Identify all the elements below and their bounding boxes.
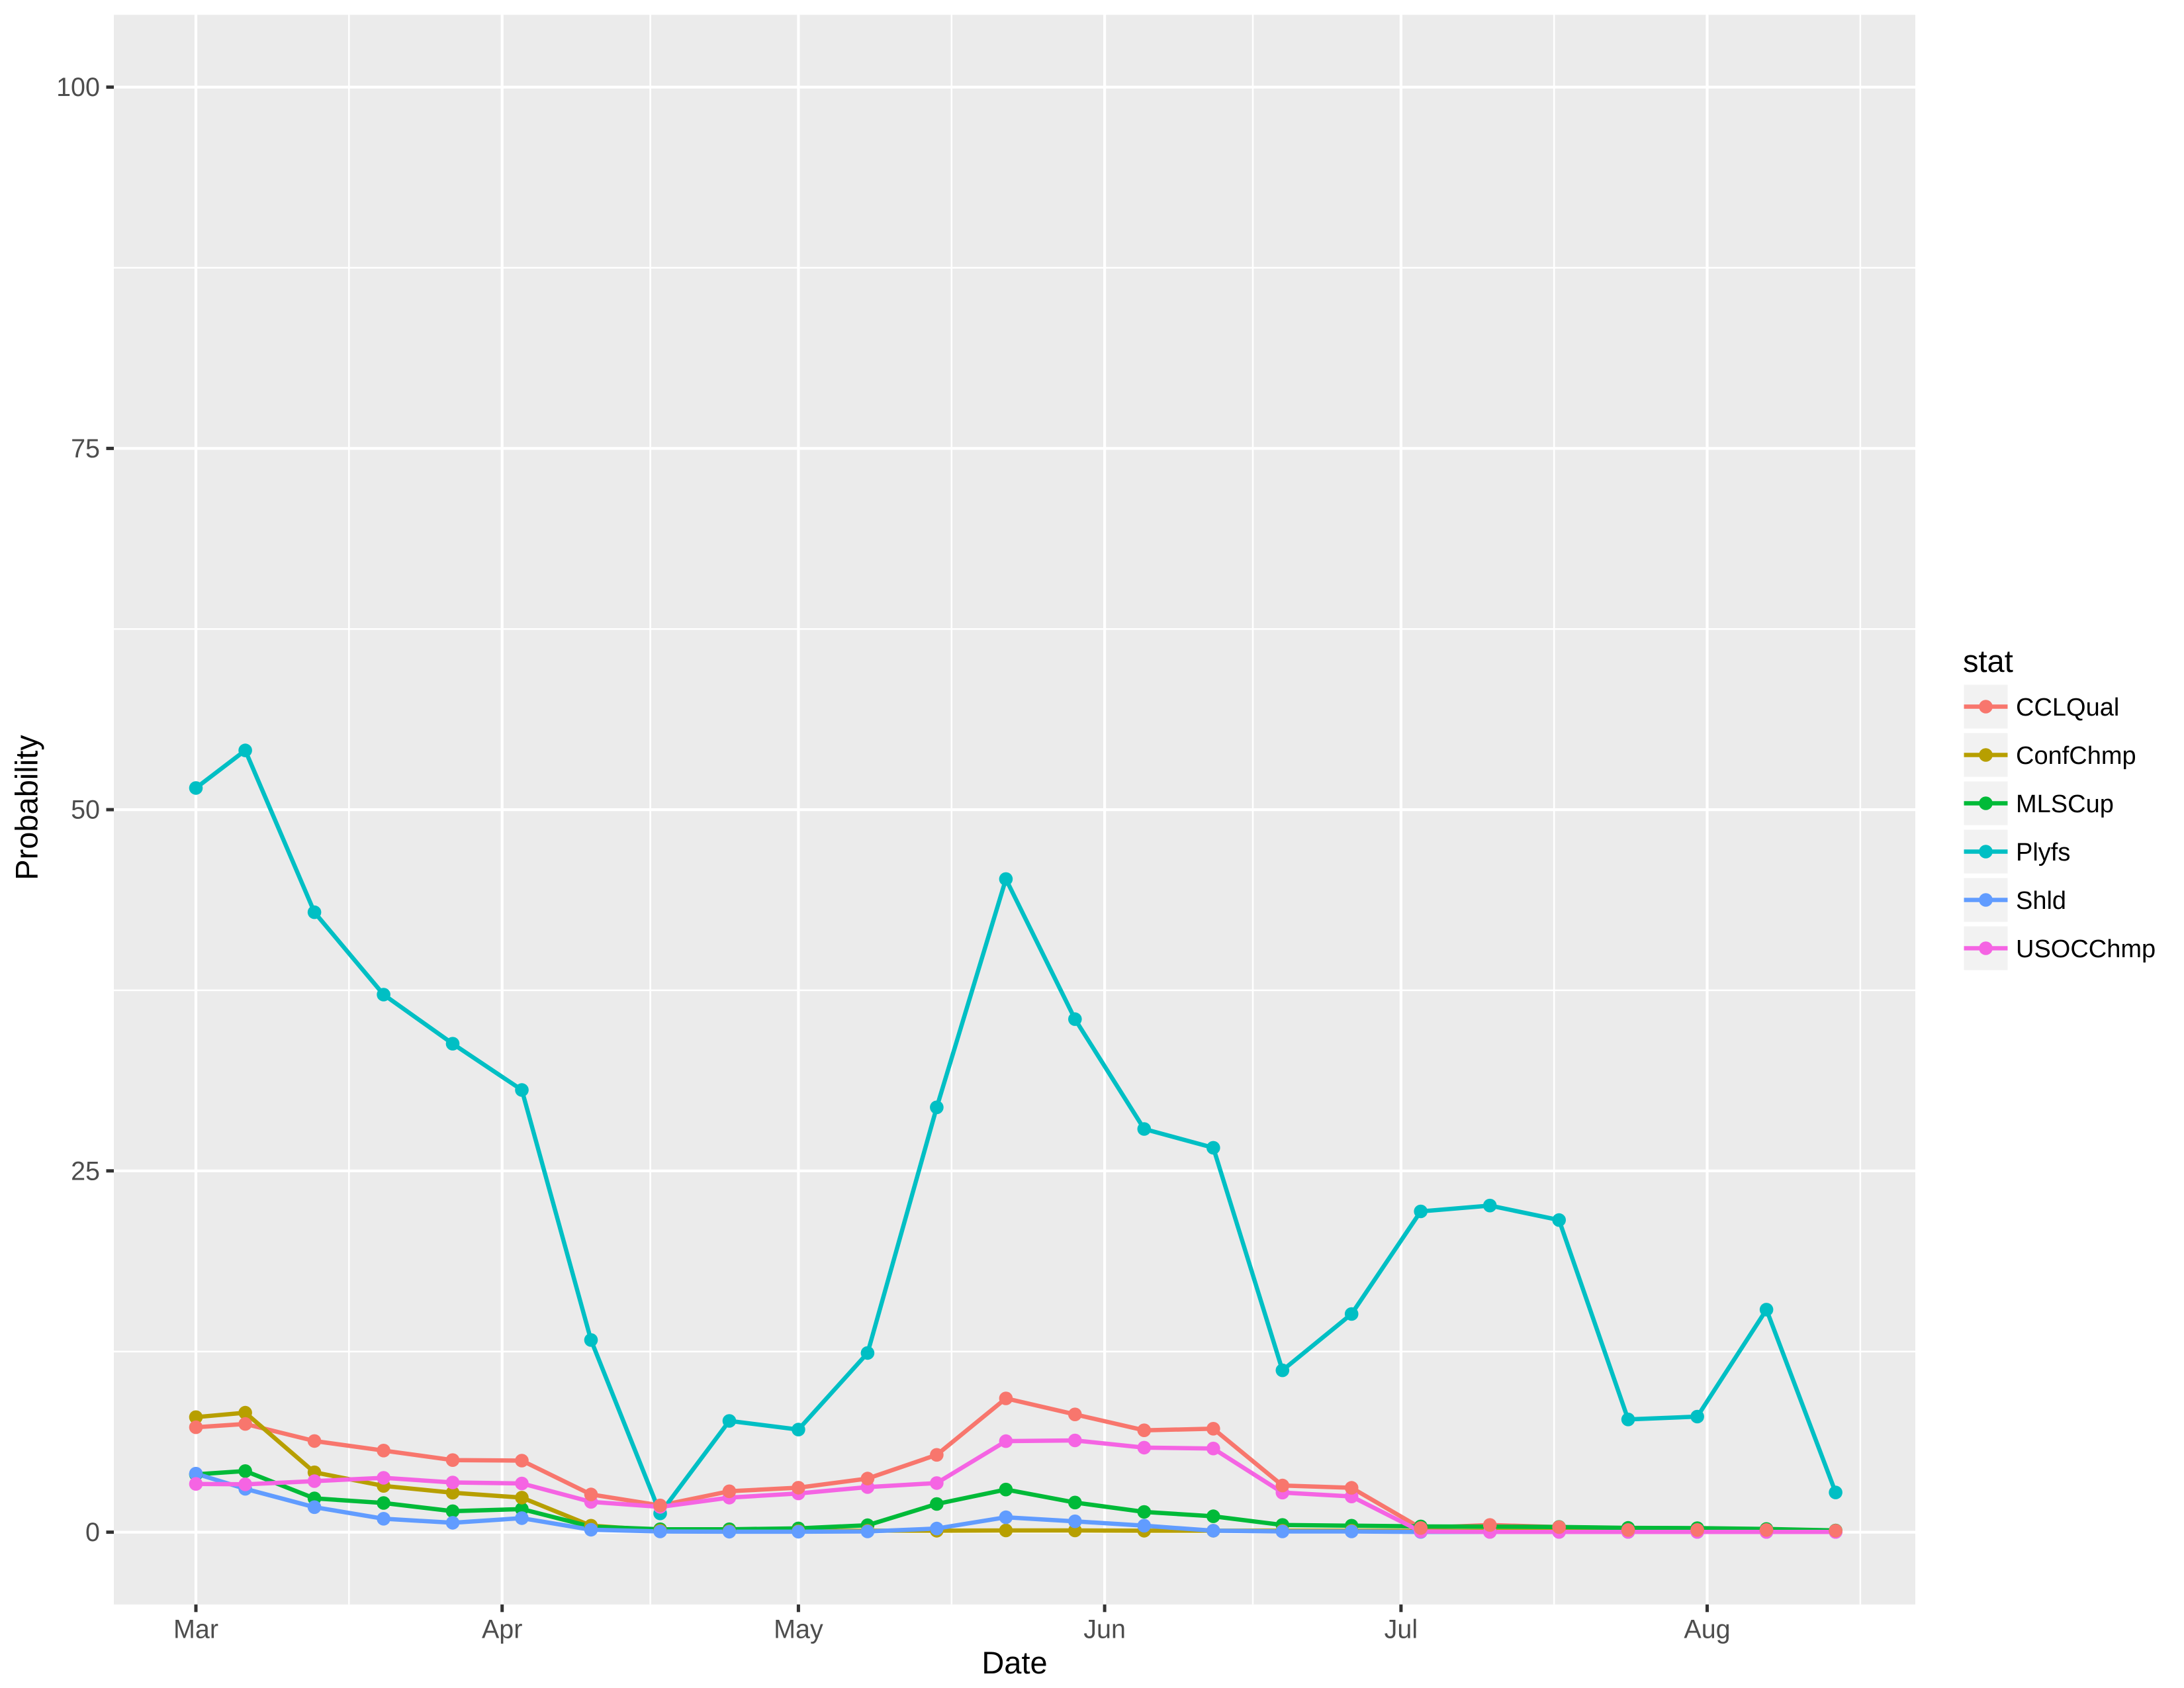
svg-text:ConfChmp: ConfChmp: [2016, 742, 2136, 770]
svg-text:Probability: Probability: [9, 735, 44, 880]
svg-text:Shld: Shld: [2016, 887, 2066, 915]
svg-text:50: 50: [71, 796, 100, 825]
svg-text:stat: stat: [1963, 643, 2013, 679]
svg-text:USOCChmp: USOCChmp: [2016, 935, 2156, 963]
svg-text:Jun: Jun: [1083, 1615, 1126, 1644]
svg-text:Aug: Aug: [1684, 1615, 1730, 1644]
svg-text:Jul: Jul: [1385, 1615, 1418, 1644]
svg-text:May: May: [774, 1615, 823, 1644]
svg-text:Apr: Apr: [482, 1615, 522, 1644]
svg-text:Mar: Mar: [173, 1615, 218, 1644]
svg-text:MLSCup: MLSCup: [2016, 790, 2114, 818]
svg-text:Date: Date: [981, 1645, 1047, 1680]
svg-text:Plyfs: Plyfs: [2016, 839, 2070, 867]
svg-text:100: 100: [56, 73, 100, 102]
svg-text:0: 0: [85, 1518, 100, 1547]
svg-text:CCLQual: CCLQual: [2016, 694, 2119, 722]
svg-text:25: 25: [71, 1156, 100, 1186]
svg-text:75: 75: [71, 434, 100, 463]
